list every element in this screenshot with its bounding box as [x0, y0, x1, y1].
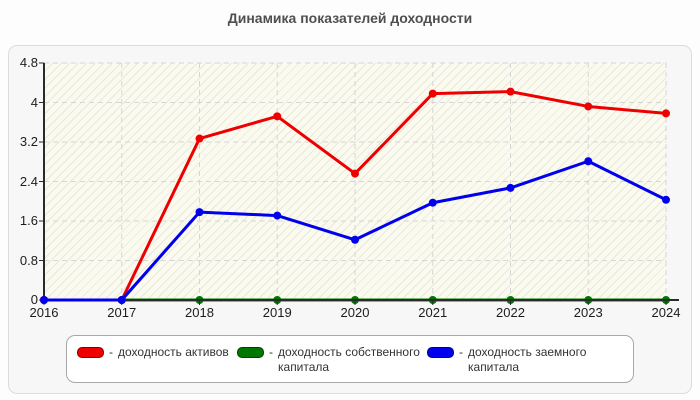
- series-line: [42, 90, 668, 302]
- legend-dash: -: [459, 345, 463, 359]
- y-tick-label: 4: [30, 94, 38, 110]
- y-tick-label: 0.8: [19, 252, 38, 268]
- data-point: [195, 134, 204, 143]
- data-point: [506, 183, 515, 192]
- data-point: [351, 169, 359, 178]
- y-tick-label: 0: [30, 292, 38, 307]
- data-point: [40, 296, 48, 304]
- y-tick-label: 4.8: [19, 55, 38, 70]
- data-point: [351, 235, 359, 244]
- legend-label: доходность собственного капитала: [278, 345, 420, 374]
- legend-entry: - доходность заемного капитала: [427, 345, 608, 375]
- data-point: [428, 89, 437, 98]
- data-point: [584, 102, 593, 111]
- chart-title: Динамика показателей доходности: [227, 10, 473, 26]
- data-point: [273, 211, 282, 220]
- legend-swatch: [427, 347, 454, 358]
- legend-dash: -: [109, 345, 113, 359]
- x-tick-label: 2020: [340, 305, 370, 320]
- legend: - доходность активов - доходность собственн…: [66, 335, 634, 383]
- chart-panel: 0 0.8 1.6 2.4 3.2 4 4.8 2016 2017 2018 2019 2020 20…: [8, 45, 692, 394]
- legend-label: доходность заемного капитала: [468, 345, 587, 374]
- x-tick-label: 2024: [651, 305, 681, 320]
- legend-swatch: [77, 347, 104, 358]
- x-tick-label: 2019: [262, 305, 292, 320]
- plot-area: [39, 62, 679, 305]
- data-point: [506, 87, 515, 96]
- x-tick-label: 2018: [185, 305, 214, 320]
- y-tick-label: 2.4: [19, 173, 38, 189]
- data-point: [428, 198, 437, 207]
- x-tick-label: 2021: [418, 305, 448, 320]
- data-point: [662, 109, 670, 118]
- legend-swatch: [237, 347, 264, 358]
- legend-label: доходность активов: [118, 345, 229, 359]
- data-point: [273, 112, 282, 121]
- x-tick-label: 2022: [496, 305, 525, 320]
- legend-entry: - доходность активов: [77, 345, 237, 360]
- x-tick-label: 2016: [29, 305, 59, 320]
- legend-entry: - доходность собственного капитала: [237, 345, 427, 375]
- series-svg: [39, 62, 679, 305]
- data-point: [195, 208, 204, 217]
- data-point: [117, 296, 126, 304]
- data-point: [584, 157, 593, 166]
- legend-dash: -: [269, 345, 273, 359]
- x-tick-label: 2017: [107, 305, 137, 320]
- x-tick-label: 2023: [573, 305, 603, 320]
- y-tick-label: 1.6: [19, 213, 38, 228]
- series-borrowed-capital-return: [40, 157, 670, 304]
- data-point: [662, 195, 670, 204]
- y-tick-label: 3.2: [19, 134, 38, 149]
